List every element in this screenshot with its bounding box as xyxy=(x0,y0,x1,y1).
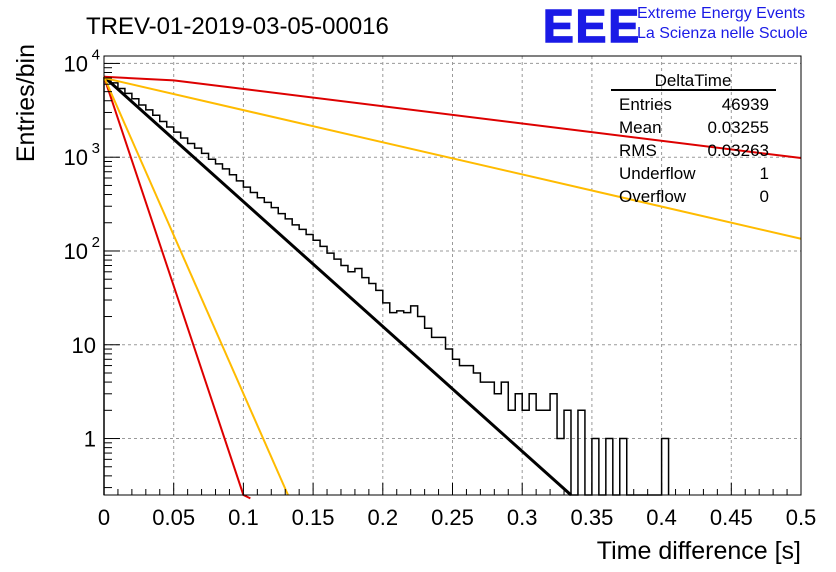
stats-rows: Entries 46939 Mean 0.03255 RMS 0.03263 Underfl… xyxy=(619,95,769,206)
x-tick-label: 0.15 xyxy=(292,505,335,530)
fit-curve-5 xyxy=(103,76,802,240)
grid-lines xyxy=(104,56,801,495)
y-tick-label: 10 xyxy=(64,239,88,264)
fit-curves-layer xyxy=(102,75,802,500)
eee-logo-line2: La Scienza nelle Scuole xyxy=(637,25,808,42)
x-tick-label: 0.3 xyxy=(507,505,538,530)
stats-row-label: Underflow xyxy=(619,164,696,183)
stats-row-value: 0 xyxy=(760,187,769,206)
fit-curve-1 xyxy=(102,75,572,497)
stats-row-label: Mean xyxy=(619,118,662,137)
stats-box: DeltaTime Entries 46939 Mean 0.03255 RMS 0.03… xyxy=(611,71,776,206)
delta-time-histogram xyxy=(103,77,670,496)
y-tick-label: 10 xyxy=(64,145,88,170)
fit-curve-4 xyxy=(103,75,802,160)
eee-logo-mark: EEE xyxy=(543,0,641,52)
y-axis-label: Entries/bin xyxy=(12,44,40,162)
stats-row-value: 0.03255 xyxy=(708,118,769,137)
x-tick-label: 0.1 xyxy=(228,505,259,530)
histogram-layer xyxy=(103,77,670,496)
y-tick-label: 10 xyxy=(64,51,88,76)
x-tick-label: 0.2 xyxy=(368,505,399,530)
x-tick-label: 0.25 xyxy=(431,505,474,530)
y-tick-exponent: 4 xyxy=(92,46,100,63)
y-tick-label: 1 xyxy=(84,427,96,452)
eee-logo-line1: Extreme Energy Events xyxy=(637,5,805,22)
stats-row-label: Entries xyxy=(619,95,672,114)
y-tick-exponent: 3 xyxy=(92,140,100,157)
x-tick-label: 0.05 xyxy=(152,505,195,530)
x-tick-label: 0.5 xyxy=(786,505,817,530)
x-tick-label: 0.35 xyxy=(570,505,613,530)
y-tick-label: 10 xyxy=(72,333,96,358)
stats-row-value: 46939 xyxy=(722,95,769,114)
x-tick-label: 0.45 xyxy=(710,505,753,530)
eee-logo: EEE Extreme Energy Events La Scienza nel… xyxy=(542,0,808,53)
fit-curve-2 xyxy=(103,76,251,500)
y-tick-exponent: 2 xyxy=(92,234,100,251)
fit-curve-3 xyxy=(103,76,289,496)
stats-row-value: 0.03263 xyxy=(708,141,769,160)
stats-row-label: Overflow xyxy=(619,187,687,206)
x-tick-label: 0 xyxy=(98,505,110,530)
stats-row-label: RMS xyxy=(619,141,657,160)
x-axis-label: Time difference [s] xyxy=(597,537,801,565)
run-title: TREV-01-2019-03-05-00016 xyxy=(86,13,389,40)
x-tick-label: 0.4 xyxy=(646,505,677,530)
stats-box-title: DeltaTime xyxy=(655,71,732,90)
axis-ticks: 0 0.05 0.1 0.15 0.2 0.25 0.3 0.35 0.4 0.45 0.51101… xyxy=(64,46,817,530)
stats-row-value: 1 xyxy=(760,164,769,183)
